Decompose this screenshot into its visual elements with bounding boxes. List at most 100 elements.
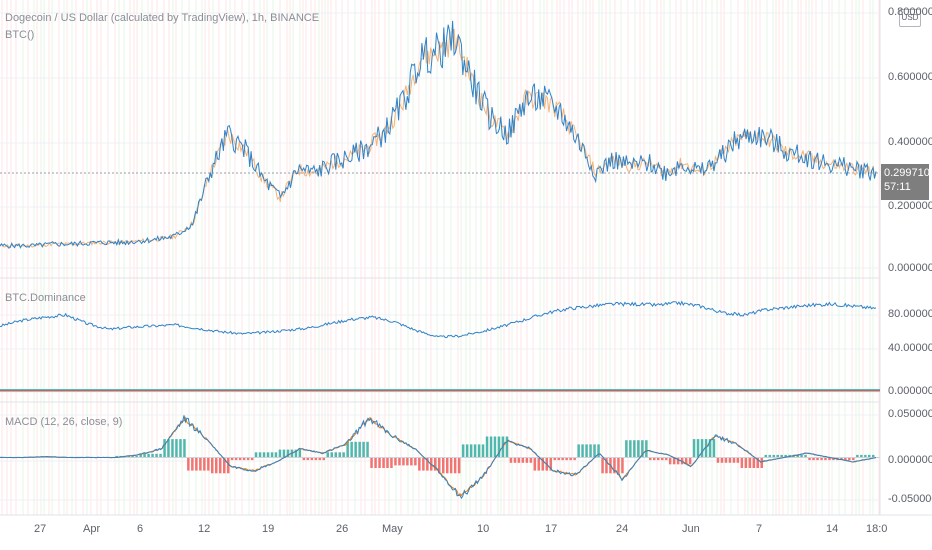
macd-hist-bar: [465, 444, 469, 458]
macd-hist-bar: [318, 457, 321, 461]
macd-hist-bar: [661, 457, 664, 461]
macd-hist-bar: [645, 440, 648, 458]
symbol-title[interactable]: Dogecoin / US Dollar (calculated by Trad…: [5, 12, 320, 24]
macd-hist-bar: [183, 439, 186, 458]
dominance-tick: 0.00000000: [888, 385, 932, 397]
macd-hist-bar: [187, 457, 190, 471]
macd-hist-bar: [282, 449, 286, 458]
macd-hist-bar: [350, 441, 353, 458]
time-tick: 6: [137, 523, 144, 535]
macd-hist-bar: [262, 452, 266, 458]
macd-hist-bar: [330, 452, 333, 458]
macd-hist-bar: [382, 457, 385, 468]
macd-hist-bar: [541, 457, 544, 471]
macd-hist-bar: [692, 439, 696, 458]
macd-hist-bar: [434, 457, 437, 471]
price-tick: 0.20000000: [888, 200, 932, 212]
macd-hist-bar: [446, 457, 449, 474]
macd-hist-bar: [414, 457, 417, 466]
macd-hist-bar: [696, 439, 700, 458]
macd-hist-bar: [338, 452, 341, 458]
time-tick: 10: [477, 523, 490, 535]
macd-hist-bar: [860, 454, 863, 458]
study-btc-label[interactable]: BTC(): [5, 29, 35, 41]
macd-hist-bar: [207, 457, 210, 471]
macd-hist-bar: [573, 457, 576, 461]
macd-title[interactable]: MACD (12, 26, close, 9): [5, 416, 123, 428]
macd-hist-bar: [617, 457, 620, 474]
macd-hist-bar: [274, 452, 278, 458]
macd-hist-bar: [760, 457, 763, 468]
macd-hist-bar: [872, 454, 875, 458]
bar-countdown: 57:11: [884, 181, 911, 193]
dominance-series: [0, 300, 877, 339]
macd-hist-bar: [561, 457, 564, 461]
macd-hist-bar: [613, 457, 616, 474]
macd-hist-bar: [135, 455, 138, 458]
time-tick: 26: [336, 523, 349, 535]
macd-hist-bar: [457, 457, 461, 474]
macd-hist-bar: [601, 457, 604, 474]
macd-hist-bar: [784, 454, 787, 458]
macd-hist-bar: [653, 457, 656, 461]
macd-hist-bar: [310, 457, 314, 461]
macd-hist-bar: [844, 457, 847, 461]
macd-hist-bar: [199, 457, 202, 471]
time-tick: 19: [262, 523, 275, 535]
macd-hist-bar: [629, 440, 632, 458]
macd-hist-bar: [497, 436, 501, 458]
price-line-secondary: [0, 28, 877, 248]
macd-hist-bar: [740, 457, 744, 468]
macd-hist-bar: [131, 455, 134, 458]
macd-hist-bar: [804, 454, 807, 458]
macd-hist-bar: [195, 457, 198, 471]
time-tick: Apr: [83, 523, 101, 535]
dominance-title[interactable]: BTC.Dominance: [5, 292, 86, 304]
macd-hist-bar: [641, 440, 644, 458]
macd-hist-bar: [238, 457, 242, 461]
currency-button[interactable]: USD: [899, 9, 921, 27]
macd-hist-bar: [816, 457, 819, 461]
macd-hist-bar: [227, 457, 230, 474]
macd-hist-bar: [366, 441, 369, 458]
macd-hist-bar: [139, 453, 142, 458]
price-series: [0, 20, 877, 249]
macd-hist-bar: [362, 441, 365, 458]
vertical-gridlines: [1, 0, 880, 515]
macd-hist-bar: [493, 436, 497, 458]
macd-hist-bar: [167, 439, 170, 458]
macd-hist-bar: [557, 457, 560, 461]
macd-hist-bar: [525, 457, 529, 463]
macd-hist-bar: [856, 454, 859, 458]
macd-series: [0, 415, 877, 500]
macd-hist-bar: [211, 457, 214, 474]
time-tick: 7: [756, 523, 763, 535]
macd-hist-bar: [442, 457, 445, 474]
macd-hist-bar: [461, 444, 465, 458]
macd-hist-bar: [151, 453, 154, 458]
macd-hist-bar: [800, 454, 803, 458]
macd-hist-bar: [203, 457, 206, 471]
price-tick: 0.80000000: [888, 6, 932, 18]
macd-hist-bar: [688, 457, 692, 465]
macd-hist-bar: [191, 457, 194, 471]
macd-hist-bar: [676, 457, 680, 465]
macd-hist-bar: [358, 441, 361, 458]
macd-hist-bar: [768, 454, 771, 458]
macd-hist-bar: [258, 452, 262, 458]
macd-hist-bar: [386, 457, 389, 468]
macd-hist-bar: [712, 439, 716, 458]
dominance-tick: 80.00000000: [888, 308, 932, 320]
macd-line: [0, 415, 877, 500]
macd-hist-bar: [537, 457, 540, 471]
macd-hist-bar: [796, 454, 799, 458]
macd-hist-bar: [625, 440, 628, 458]
macd-hist-bar: [326, 452, 329, 458]
macd-hist-bar: [489, 436, 493, 458]
macd-hist-bar: [298, 449, 302, 458]
price-line: [0, 20, 877, 249]
macd-hist-bar: [147, 453, 150, 458]
time-tick: 14: [826, 523, 839, 535]
macd-hist-bar: [398, 457, 401, 466]
